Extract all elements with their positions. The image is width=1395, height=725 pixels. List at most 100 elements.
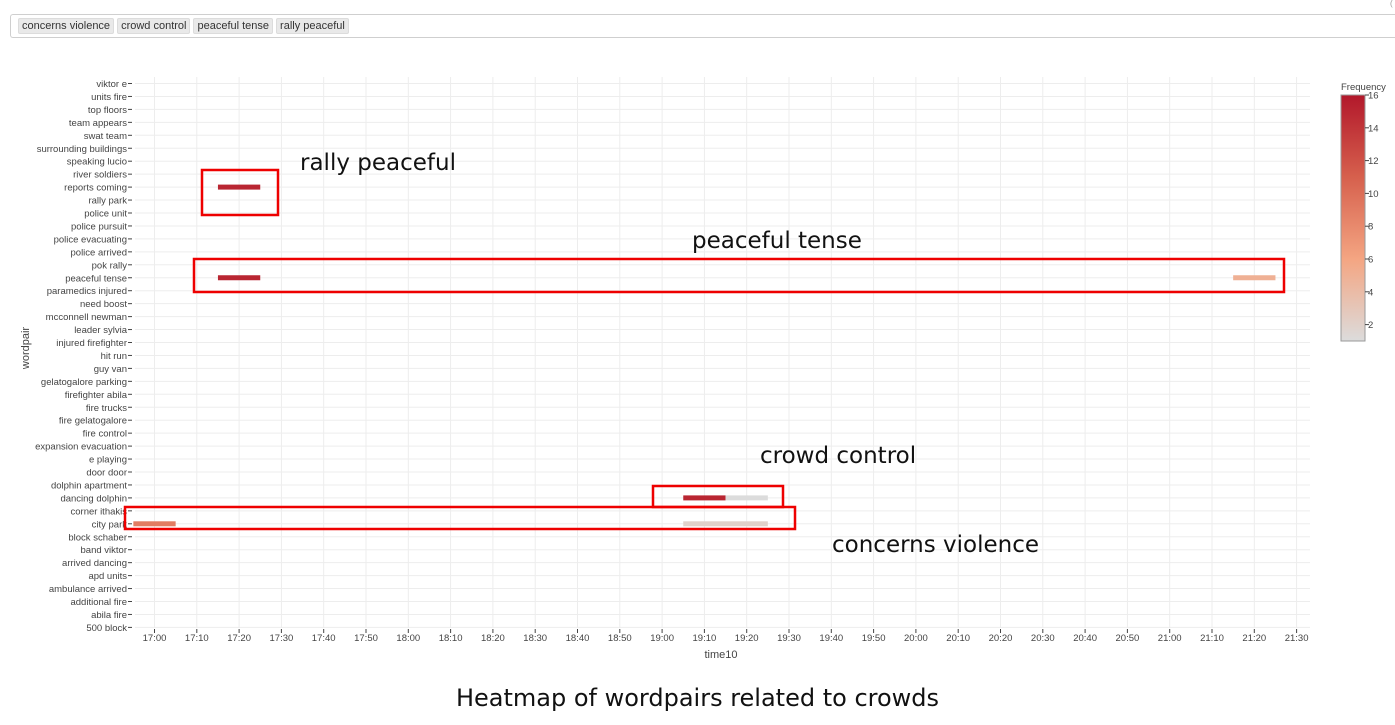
colorbar-tick-label: 14 — [1368, 123, 1379, 134]
y-tick-label: police evacuating — [54, 234, 127, 245]
colorbar-tick-label: 16 — [1368, 91, 1379, 102]
colorbar-tick-label: 4 — [1368, 287, 1373, 298]
y-tick-label: police arrived — [71, 247, 128, 258]
y-tick-label: city park — [92, 519, 128, 530]
filter-chip-bar[interactable]: concerns violence crowd control peaceful t… — [10, 14, 1395, 38]
colorbar — [1340, 94, 1366, 342]
x-tick-label: 17:20 — [227, 633, 251, 644]
annotation-label: peaceful tense — [692, 228, 862, 254]
y-tick-label: guy van — [94, 364, 127, 375]
x-tick-label: 19:50 — [862, 633, 886, 644]
x-tick-label: 21:30 — [1285, 633, 1309, 644]
x-tick-label: 21:20 — [1242, 633, 1266, 644]
x-tick-label: 19:10 — [693, 633, 717, 644]
y-tick-label: surrounding buildings — [37, 144, 128, 155]
y-tick-label: units fire — [91, 92, 127, 103]
y-tick-label: fire control — [83, 429, 127, 440]
y-tick-label: firefighter abila — [65, 390, 128, 401]
highlight-box — [123, 505, 797, 531]
x-tick-label: 17:50 — [354, 633, 378, 644]
heatmap-cell — [725, 495, 768, 501]
heatmap-cell — [133, 521, 176, 527]
y-tick-label: band viktor — [81, 545, 127, 556]
x-tick-label: 20:40 — [1073, 633, 1097, 644]
y-tick-label: speaking lucio — [67, 157, 127, 168]
y-tick-label: mcconnell newman — [46, 312, 127, 323]
x-tick-label: 18:50 — [608, 633, 632, 644]
x-tick-label: 19:00 — [650, 633, 674, 644]
y-tick-label: viktor e — [96, 79, 127, 90]
y-tick-label: paramedics injured — [47, 286, 127, 297]
x-tick-label: 17:30 — [270, 633, 294, 644]
annotation-label: crowd control — [760, 443, 916, 469]
y-tick-label: pok rally — [92, 260, 128, 271]
heatmap-chart: viktor e units fire top floors team appears… — [20, 77, 1386, 661]
y-axis-title: wordpair — [20, 327, 32, 371]
filter-chip[interactable]: crowd control — [117, 18, 191, 34]
y-tick-label: arrived dancing — [62, 558, 127, 569]
y-tick-label: 500 block — [86, 623, 127, 634]
x-tick-label: 21:10 — [1200, 633, 1224, 644]
y-tick-label: corner ithakis — [71, 506, 128, 517]
colorbar-tick-label: 8 — [1368, 222, 1373, 233]
x-tick-label: 19:40 — [819, 633, 843, 644]
filter-chip[interactable]: rally peaceful — [276, 18, 349, 34]
x-tick-label: 17:10 — [185, 633, 209, 644]
y-tick-label: dancing dolphin — [60, 493, 127, 504]
x-tick-label: 19:30 — [777, 633, 801, 644]
annotation-label: rally peaceful — [300, 150, 456, 176]
heatmap-cell — [217, 275, 261, 281]
x-axis-title: time10 — [704, 649, 737, 661]
y-tick-label: need boost — [80, 299, 127, 310]
heatmap-cell — [1233, 275, 1276, 281]
y-tick-label: e playing — [89, 455, 127, 466]
colorbar-tick-label: 12 — [1368, 156, 1379, 167]
colorbar-tick-label: 2 — [1368, 320, 1373, 331]
y-tick-label: apd units — [88, 571, 127, 582]
y-tick-label: police unit — [84, 209, 127, 220]
x-tick-label: 18:40 — [566, 633, 590, 644]
y-tick-label: block schaber — [68, 532, 127, 543]
highlight-box — [200, 168, 280, 217]
y-tick-label: expansion evacuation — [35, 442, 127, 453]
annotation-label: concerns violence — [832, 532, 1039, 558]
heatmap-cell — [217, 184, 261, 190]
x-tick-label: 17:40 — [312, 633, 336, 644]
x-tick-label: 20:20 — [989, 633, 1013, 644]
x-tick-label: 20:30 — [1031, 633, 1055, 644]
y-tick-label: peaceful tense — [65, 273, 127, 284]
y-tick-label: reports coming — [64, 183, 127, 194]
filter-chip[interactable]: peaceful tense — [193, 18, 274, 34]
colorbar-title: Frequency — [1341, 82, 1386, 93]
y-tick-label: abila fire — [91, 610, 127, 621]
x-tick-label: 21:00 — [1158, 633, 1182, 644]
colorbar-tick-label: 6 — [1368, 255, 1373, 266]
y-tick-label: hit run — [101, 351, 127, 362]
y-tick-label: leader sylvia — [74, 325, 128, 336]
y-tick-label: dolphin apartment — [51, 480, 127, 491]
x-tick-label: 17:00 — [143, 633, 167, 644]
x-tick-label: 20:50 — [1116, 633, 1140, 644]
y-tick-label: police pursuit — [71, 221, 127, 232]
x-tick-label: 18:30 — [523, 633, 547, 644]
y-tick-label: gelatogalore parking — [41, 377, 127, 388]
y-tick-label: fire trucks — [86, 403, 127, 414]
filter-chip[interactable]: concerns violence — [18, 18, 115, 34]
y-tick-label: swat team — [84, 131, 127, 142]
y-tick-label: door door — [86, 468, 127, 479]
x-tick-label: 20:10 — [946, 633, 970, 644]
heatmap-cell — [683, 495, 726, 501]
y-tick-label: rally park — [88, 196, 127, 207]
heatmap-cell — [683, 521, 768, 527]
corner-mark: ( — [1390, 0, 1393, 8]
y-tick-label: river soldiers — [73, 170, 127, 181]
y-tick-label: team appears — [69, 118, 127, 129]
x-tick-label: 18:20 — [481, 633, 505, 644]
y-tick-label: fire gelatogalore — [59, 416, 127, 427]
x-tick-label: 20:00 — [904, 633, 928, 644]
y-tick-label: additional fire — [70, 597, 127, 608]
highlight-box — [192, 257, 1286, 294]
x-tick-label: 18:10 — [439, 633, 463, 644]
y-tick-label: top floors — [88, 105, 127, 116]
x-tick-label: 18:00 — [396, 633, 420, 644]
